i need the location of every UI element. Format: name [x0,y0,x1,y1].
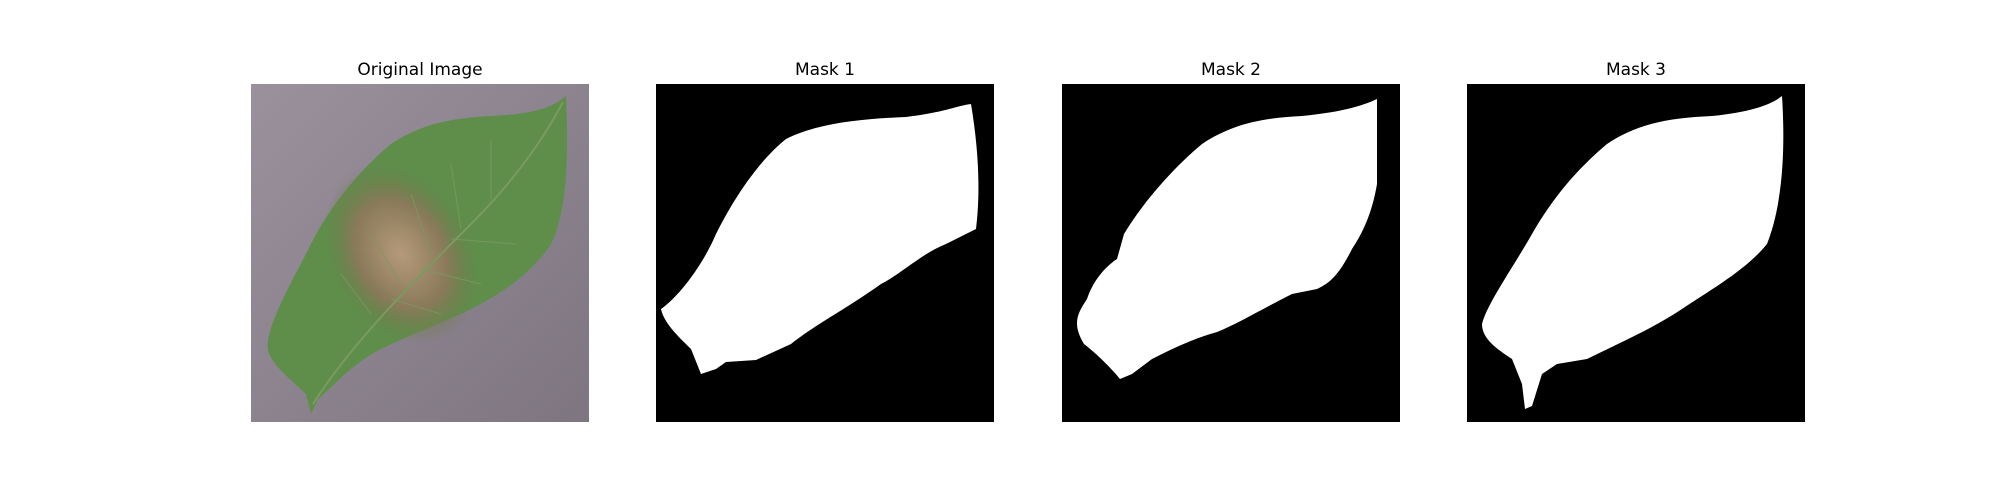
mask-3-shape [1482,96,1784,409]
mask-1-panel: Mask 1 [656,57,994,422]
mask-2-title: Mask 2 [1200,60,1261,80]
mask-1-title: Mask 1 [794,60,855,80]
original-image-panel: Original Image [251,57,589,422]
leaf-lesion [323,164,479,344]
mask-2-shape [1076,99,1377,379]
original-image-title: Original Image [357,60,483,80]
mask-2-image [1062,84,1400,422]
mask-1-image [656,84,994,422]
mask-2-panel: Mask 2 [1062,57,1400,422]
mask-3-title: Mask 3 [1605,60,1666,80]
mask-1-shape [661,104,979,374]
leaf-midrib [312,101,564,405]
leaf-veins [340,139,517,315]
mask-3-panel: Mask 3 [1467,57,1805,422]
mask-3-image [1467,84,1805,422]
original-leaf-image [251,84,589,422]
